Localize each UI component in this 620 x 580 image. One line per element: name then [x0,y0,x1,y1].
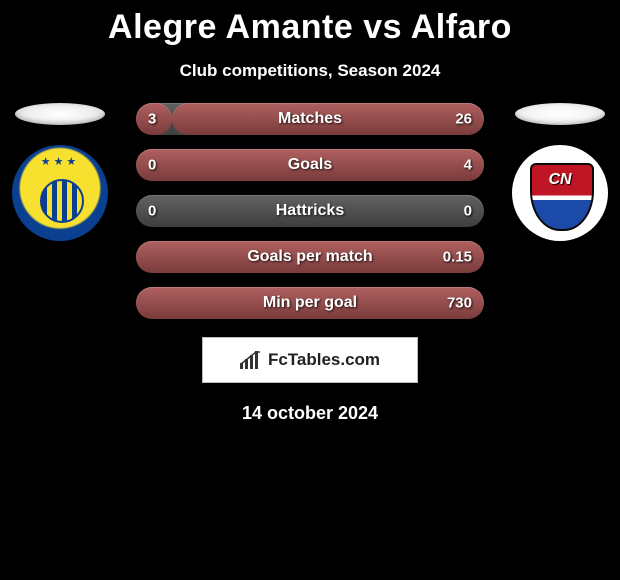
stat-value-right: 26 [455,111,472,128]
stat-label: Matches [278,110,342,128]
subtitle: Club competitions, Season 2024 [0,61,620,81]
stat-value-right: 0.15 [443,249,472,266]
stat-bar: 0 Goals 4 [136,149,484,181]
brand-box[interactable]: FcTables.com [202,337,418,383]
comparison-widget: Alegre Amante vs Alfaro Club competition… [0,0,620,580]
club-crest-right [512,145,608,241]
stat-bar: Goals per match 0.15 [136,241,484,273]
right-player-column [500,103,620,241]
stat-bar: Min per goal 730 [136,287,484,319]
stat-value-right: 0 [464,203,472,220]
stat-value-right: 730 [447,295,472,312]
stat-label: Min per goal [263,294,357,312]
brand-chart-icon [240,351,262,369]
brand-text: FcTables.com [268,350,380,370]
left-player-column [0,103,120,241]
stat-bar: 3 Matches 26 [136,103,484,135]
stat-value-left: 0 [148,157,156,174]
player-photo-placeholder-left [15,103,105,125]
stat-label: Goals per match [247,248,372,266]
stat-bar: 0 Hattricks 0 [136,195,484,227]
player-photo-placeholder-right [515,103,605,125]
stat-value-left: 3 [148,111,156,128]
date-text: 14 october 2024 [0,403,620,424]
stat-label: Hattricks [276,202,344,220]
stat-bars: 3 Matches 26 0 Goals 4 0 Hattricks 0 Goals per ma… [136,103,484,319]
page-title: Alegre Amante vs Alfaro [0,0,620,47]
club-crest-left [12,145,108,241]
stat-value-left: 0 [148,203,156,220]
content-area: 3 Matches 26 0 Goals 4 0 Hattricks 0 Goals per ma… [0,103,620,424]
stat-label: Goals [288,156,332,174]
stat-value-right: 4 [464,157,472,174]
